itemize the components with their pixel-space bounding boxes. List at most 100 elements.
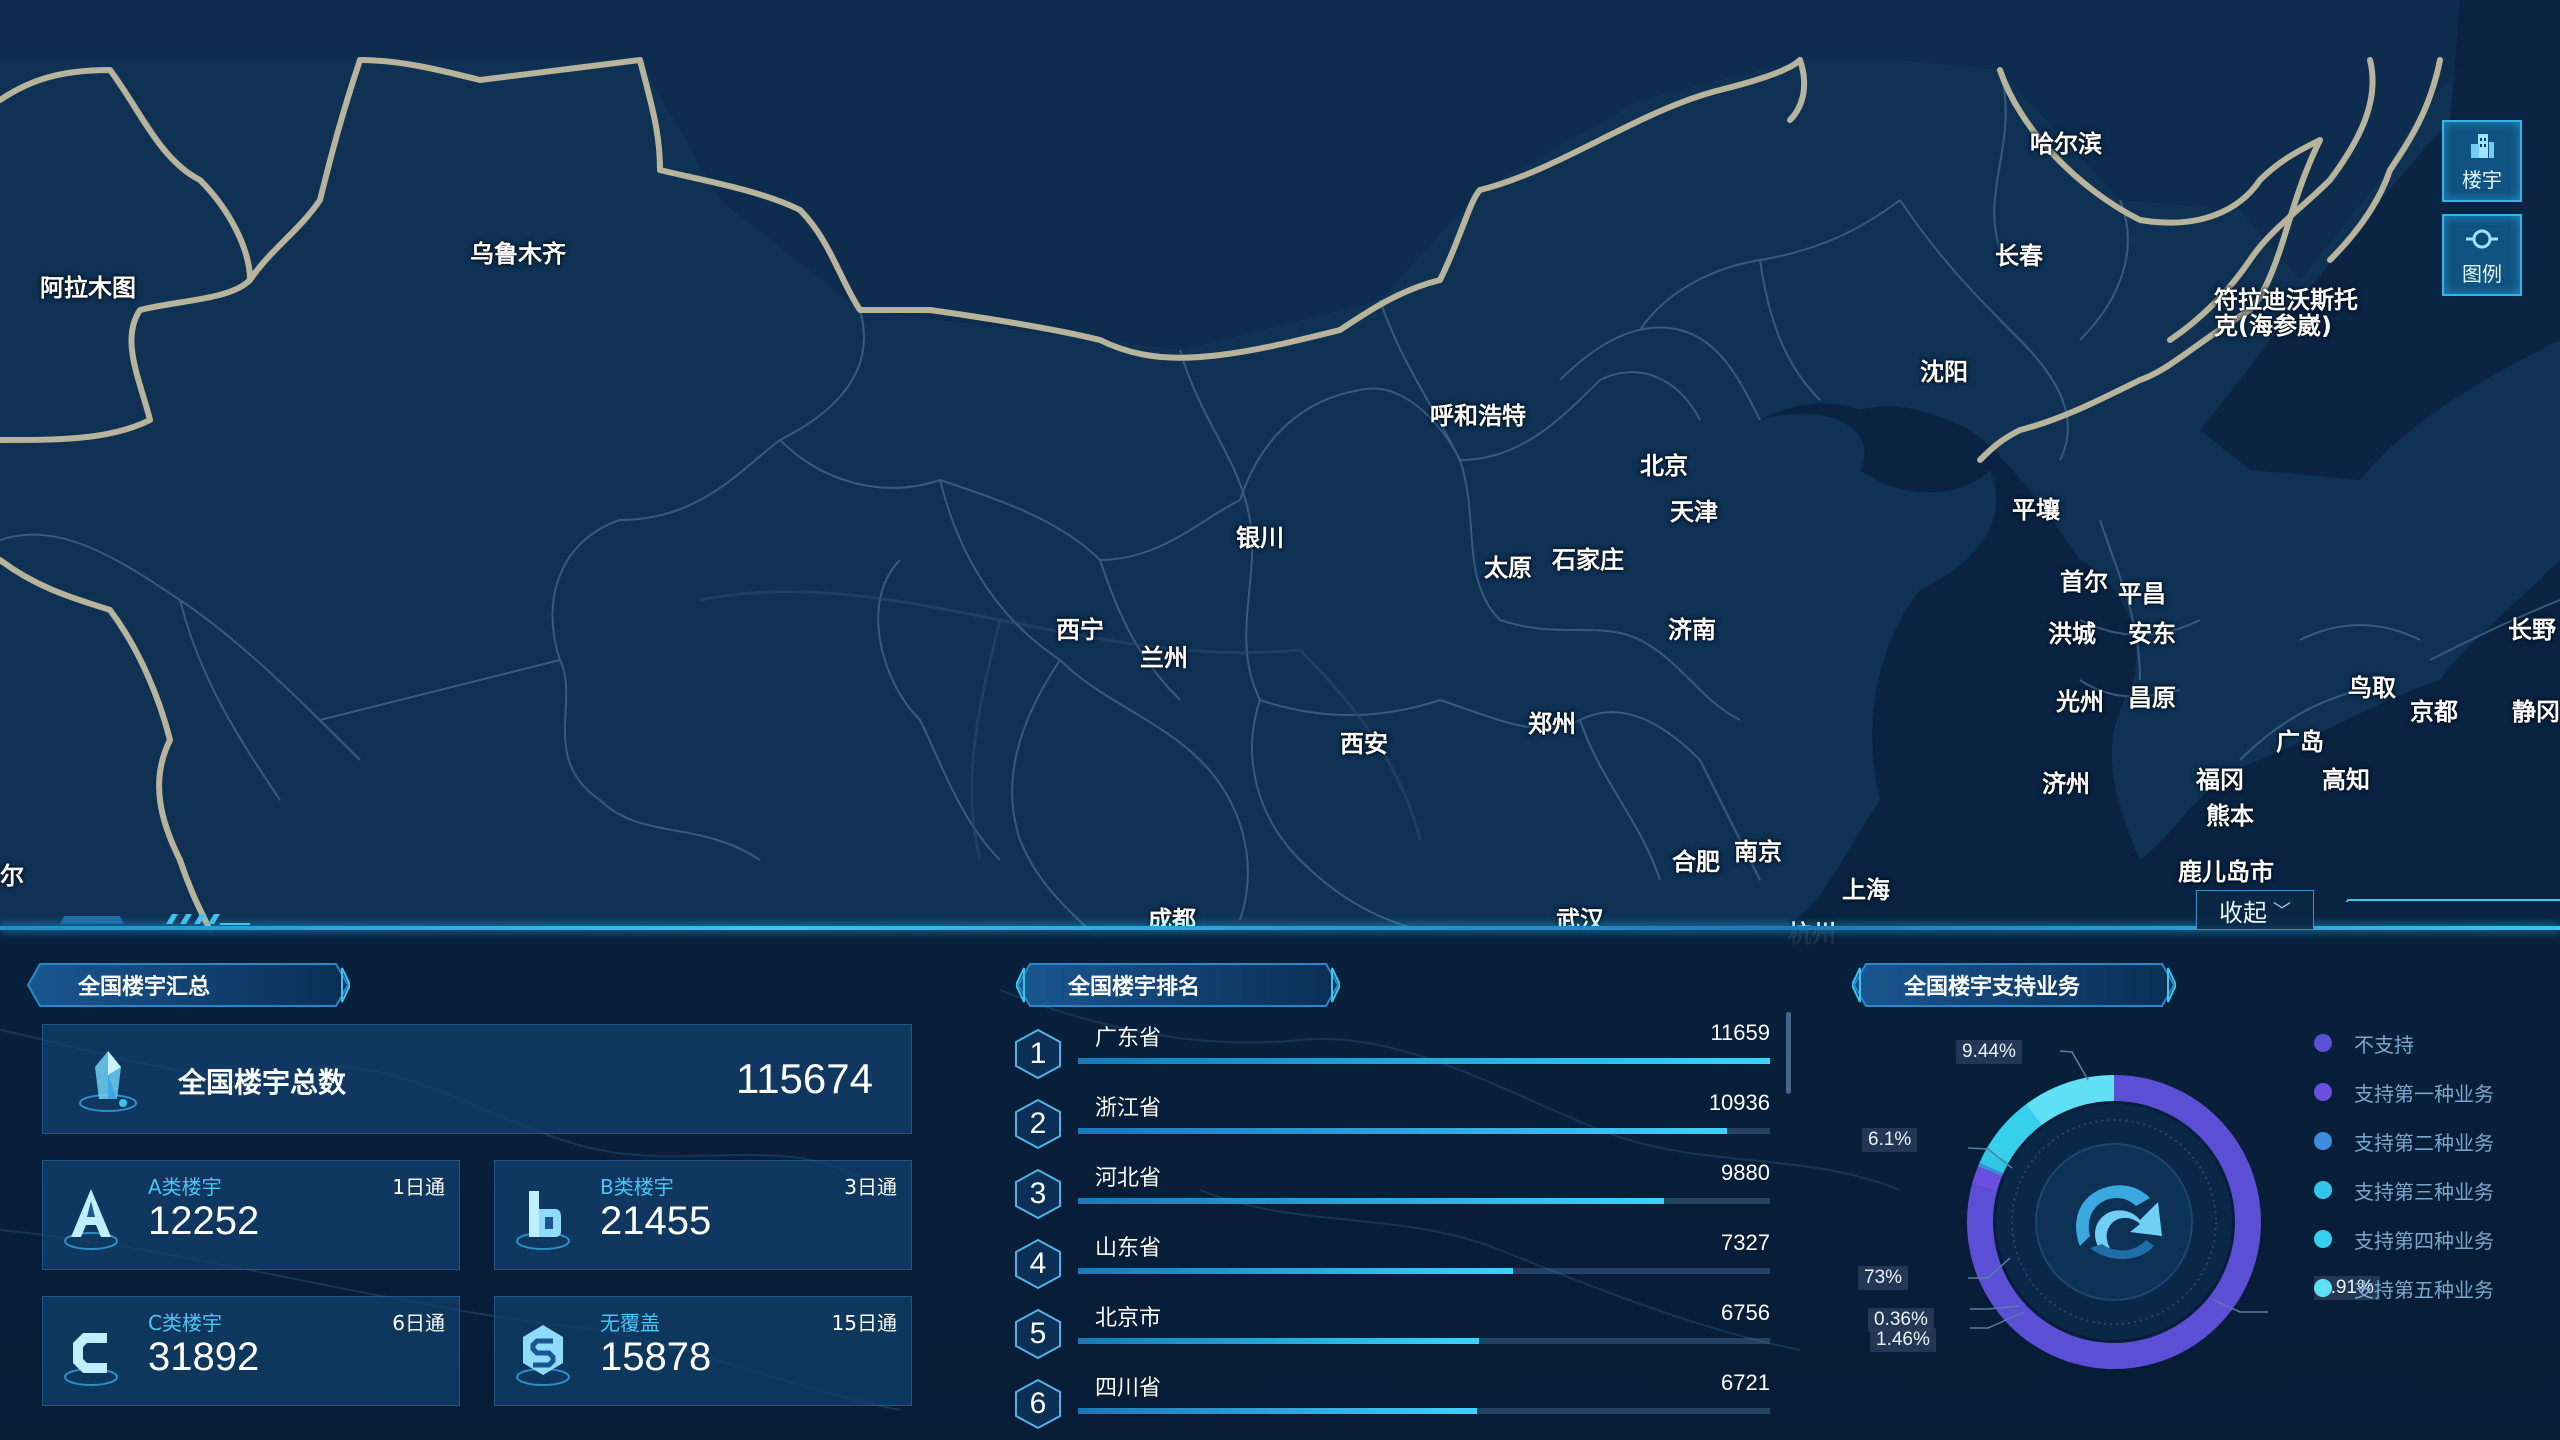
- city-label[interactable]: 兰州: [1140, 644, 1188, 672]
- title-frame-decoration: [1016, 963, 1340, 1007]
- city-label[interactable]: 首尔: [2060, 568, 2108, 596]
- city-label[interactable]: 北京: [1640, 452, 1688, 480]
- right-deco-stripes: [2345, 899, 2560, 902]
- pct-label: 6.1%: [1862, 1128, 1918, 1152]
- city-label[interactable]: 石家庄: [1552, 546, 1624, 574]
- no-coverage-tag: 15日通: [831, 1311, 897, 1335]
- donut-slice[interactable]: [1977, 1162, 2004, 1177]
- rank-bar-fill: [1078, 1058, 1770, 1064]
- legend-dot-icon: [2314, 1132, 2332, 1150]
- rank-province-name: 浙江省: [1095, 1096, 1162, 1121]
- city-label[interactable]: 熊本: [2206, 802, 2254, 830]
- city-label[interactable]: 洪城: [2048, 620, 2096, 648]
- city-label[interactable]: 高知: [2322, 766, 2370, 794]
- rank-bar-fill: [1078, 1128, 1728, 1134]
- b-class-tag: 3日通: [844, 1175, 897, 1199]
- legend-item[interactable]: 不支持: [2314, 1028, 2414, 1058]
- legend-item[interactable]: 支持第二种业务: [2314, 1126, 2494, 1156]
- ranking-scrollbar[interactable]: [1786, 1012, 1791, 1094]
- legend-item[interactable]: 支持第四种业务: [2314, 1224, 2494, 1254]
- rank-province-name: 河北省: [1095, 1166, 1162, 1191]
- legend-label: 支持第二种业务: [2354, 1130, 2494, 1155]
- city-label[interactable]: 京都: [2410, 698, 2458, 726]
- leader-line: [1970, 1311, 2025, 1329]
- city-label[interactable]: 阿拉木图: [40, 274, 136, 302]
- building-icon: [2471, 133, 2494, 158]
- city-label[interactable]: 济南: [1668, 616, 1716, 644]
- donut-inner-ring: [2011, 1119, 2217, 1325]
- rank-row[interactable]: 6 四川省 6721: [1010, 1370, 1770, 1434]
- city-label[interactable]: 鹿儿岛市: [2178, 858, 2274, 886]
- rank-row[interactable]: 5 北京市 6756: [1010, 1300, 1770, 1364]
- city-label[interactable]: 西宁: [1056, 616, 1104, 644]
- legend-item[interactable]: 支持第五种业务: [2314, 1273, 2494, 1303]
- c-class-card[interactable]: C类楼宇 6日通 31892: [42, 1296, 460, 1406]
- city-label[interactable]: 昌原: [2128, 684, 2176, 712]
- city-label[interactable]: 平壤: [2012, 496, 2060, 524]
- chevron-down-icon: ﹀: [2273, 901, 2291, 922]
- city-label[interactable]: 福冈: [2196, 766, 2244, 794]
- donut-slice[interactable]: [1979, 1149, 2009, 1174]
- city-label[interactable]: 静冈: [2512, 698, 2560, 726]
- business-section-title: 全国楼宇支持业务: [1852, 962, 2176, 1008]
- city-label[interactable]: 长春: [1995, 242, 2043, 270]
- city-label[interactable]: 符拉迪沃斯托克(海参崴): [2214, 286, 2358, 340]
- business-donut-chart[interactable]: [1940, 1050, 2340, 1420]
- collapse-button[interactable]: 收起 ﹀: [2196, 890, 2314, 930]
- legend-item[interactable]: 支持第三种业务: [2314, 1175, 2494, 1205]
- city-label[interactable]: 西安: [1340, 730, 1388, 758]
- b-class-card[interactable]: B类楼宇 3日通 21455: [494, 1160, 912, 1270]
- donut-slice[interactable]: [1971, 1166, 2003, 1192]
- donut-leader-lines: [1967, 1050, 2268, 1329]
- ranking-section-title: 全国楼宇排名: [1016, 962, 1340, 1008]
- city-label[interactable]: 呼和浩特: [1430, 402, 1526, 430]
- legend-item[interactable]: 支持第一种业务: [2314, 1077, 2494, 1107]
- legend-label: 支持第四种业务: [2354, 1228, 2494, 1253]
- legend-button[interactable]: 图例: [2442, 214, 2522, 296]
- no-coverage-value: 15878: [600, 1335, 712, 1379]
- pct-label: 9.44%: [1956, 1040, 2022, 1064]
- city-label[interactable]: 南京: [1734, 838, 1782, 866]
- rank-number: 6: [1029, 1387, 1047, 1420]
- rank-row[interactable]: 3 河北省 9880: [1010, 1160, 1770, 1224]
- city-label[interactable]: 鸟取: [2348, 674, 2396, 702]
- rank-row[interactable]: 4 山东省 7327: [1010, 1230, 1770, 1294]
- city-label[interactable]: 上海: [1842, 876, 1890, 904]
- donut-slice[interactable]: [2025, 1075, 2115, 1126]
- rank-province-name: 山东省: [1095, 1236, 1162, 1261]
- rank-row[interactable]: 2 浙江省 10936: [1010, 1090, 1770, 1154]
- city-label[interactable]: 哈尔滨: [2030, 130, 2102, 158]
- city-label[interactable]: 安东: [2128, 620, 2176, 648]
- city-label[interactable]: 长野: [2508, 616, 2556, 644]
- city-label[interactable]: 乌鲁木齐: [470, 240, 566, 268]
- city-label[interactable]: 尔: [0, 862, 24, 890]
- city-label[interactable]: 平昌: [2118, 580, 2166, 608]
- total-buildings-label: 全国楼宇总数: [178, 1066, 347, 1099]
- rank-row[interactable]: 1 广东省 11659: [1010, 1020, 1770, 1084]
- leader-line: [1968, 1257, 2011, 1279]
- leader-line: [2059, 1050, 2089, 1081]
- donut-slice[interactable]: [1985, 1104, 2042, 1163]
- city-label[interactable]: 银川: [1236, 524, 1284, 552]
- legend-dot-icon: [2314, 1279, 2332, 1297]
- a-class-card[interactable]: A类楼宇 1日通 12252: [42, 1160, 460, 1270]
- building-layer-button[interactable]: 楼宇: [2442, 120, 2522, 202]
- a-class-building-icon: [64, 1189, 118, 1250]
- no-coverage-card[interactable]: 无覆盖 15日通 15878: [494, 1296, 912, 1406]
- city-label[interactable]: 沈阳: [1920, 358, 1968, 386]
- city-label[interactable]: 光州: [2056, 688, 2104, 716]
- donut-slice[interactable]: [1967, 1075, 2261, 1369]
- city-label[interactable]: 太原: [1484, 554, 1532, 582]
- rank-value: 11659: [1710, 1020, 1770, 1045]
- rank-value: 10936: [1708, 1090, 1770, 1115]
- b-class-value: 21455: [600, 1199, 712, 1243]
- city-label[interactable]: 合肥: [1672, 848, 1720, 876]
- crystal-building-icon: [79, 1051, 137, 1112]
- city-label[interactable]: 天津: [1670, 498, 1718, 526]
- city-label[interactable]: 广岛: [2276, 728, 2324, 756]
- total-buildings-card[interactable]: 全国楼宇总数 115674: [42, 1024, 912, 1134]
- city-label[interactable]: 济州: [2042, 770, 2090, 798]
- city-label[interactable]: 郑州: [1528, 710, 1576, 738]
- c-class-value: 31892: [148, 1335, 260, 1379]
